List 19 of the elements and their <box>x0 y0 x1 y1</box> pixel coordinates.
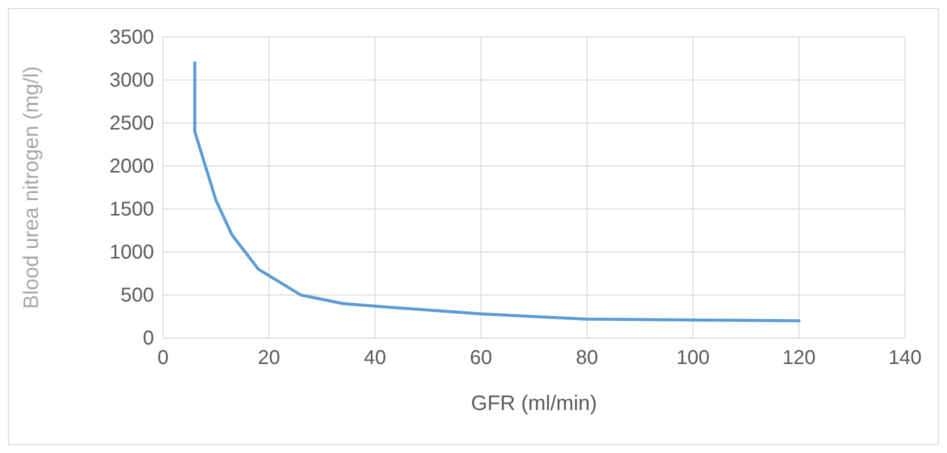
x-tick-label: 40 <box>364 347 386 370</box>
y-tick-label: 0 <box>142 327 154 350</box>
y-tick-label: 500 <box>120 284 154 306</box>
x-tick-label: 100 <box>676 347 710 370</box>
x-tick-label: 120 <box>782 347 816 370</box>
y-tick-label: 3500 <box>110 26 154 48</box>
x-axis-title: GFR (ml/min) <box>471 392 597 415</box>
y-tick-label: 2000 <box>110 155 154 178</box>
x-tick-label: 20 <box>258 347 280 370</box>
y-tick-label: 2500 <box>110 112 154 134</box>
y-axis-title: Blood urea nitrogen (mg/l) <box>20 66 43 309</box>
x-tick-label: 80 <box>576 347 598 370</box>
y-tick-label: 1500 <box>110 198 154 220</box>
y-tick-label: 1000 <box>110 241 154 264</box>
x-tick-label: 60 <box>470 347 492 370</box>
y-tick-label: 3000 <box>110 69 154 92</box>
line-series <box>193 61 800 322</box>
x-tick-label: 140 <box>888 347 922 370</box>
x-tick-label: 0 <box>157 347 169 370</box>
